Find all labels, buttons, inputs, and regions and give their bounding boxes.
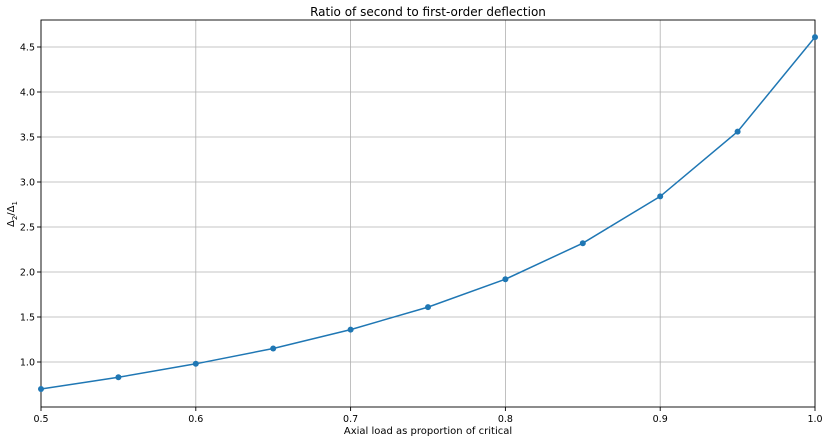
- data-point-0-7: [579, 240, 586, 247]
- y-label-mid: /Δ: [6, 205, 17, 215]
- series-layer: [38, 34, 818, 392]
- x-tick-label-5: 1.0: [807, 414, 822, 425]
- x-tick-label-2: 0.7: [343, 414, 358, 425]
- y-label-sub1: 2: [11, 216, 19, 220]
- y-axis-label: Δ2/Δ1: [6, 201, 19, 227]
- y-label-sub2: 1: [11, 201, 19, 205]
- data-point-0-2: [192, 360, 199, 367]
- series-line-0: [40, 36, 816, 390]
- data-point-0-3: [270, 345, 277, 352]
- grid-lines: [40, 20, 816, 407]
- chart-title: Ratio of second to first-order deflectio…: [310, 5, 546, 19]
- y-tick-label-4: 3.0: [20, 178, 35, 189]
- x-tick-label-3: 0.8: [498, 414, 513, 425]
- plot-frame: [40, 19, 816, 408]
- data-point-0-8: [657, 193, 664, 200]
- data-point-0-10: [812, 34, 818, 41]
- x-axis-label: Axial load as proportion of critical: [344, 426, 512, 437]
- data-point-0-4: [347, 326, 354, 333]
- x-tick-label-1: 0.6: [188, 414, 203, 425]
- x-tick-label-0: 0.5: [33, 414, 48, 425]
- data-point-0-9: [734, 128, 741, 135]
- x-tick-label-4: 0.9: [653, 414, 668, 425]
- y-tick-label-5: 3.5: [20, 133, 35, 144]
- y-tick-label-7: 4.5: [20, 43, 35, 54]
- x-axis-ticks: 0.5 0.6 0.7 0.8 0.9 1.0: [33, 407, 823, 425]
- y-tick-label-3: 2.5: [20, 223, 35, 234]
- data-point-0-6: [502, 276, 509, 283]
- data-point-0-0: [38, 386, 44, 392]
- y-tick-label-2: 2.0: [20, 268, 35, 279]
- data-point-0-1: [115, 374, 122, 381]
- y-label-main: Δ: [6, 220, 17, 227]
- data-point-0-5: [425, 304, 431, 311]
- y-tick-label-6: 4.0: [20, 88, 35, 99]
- y-tick-label-0: 1.0: [20, 358, 35, 369]
- y-axis-ticks: 1.0 1.5 2.0 2.5 3.0 3.5 4.0 4.5: [20, 43, 41, 369]
- y-tick-label-1: 1.5: [20, 313, 35, 324]
